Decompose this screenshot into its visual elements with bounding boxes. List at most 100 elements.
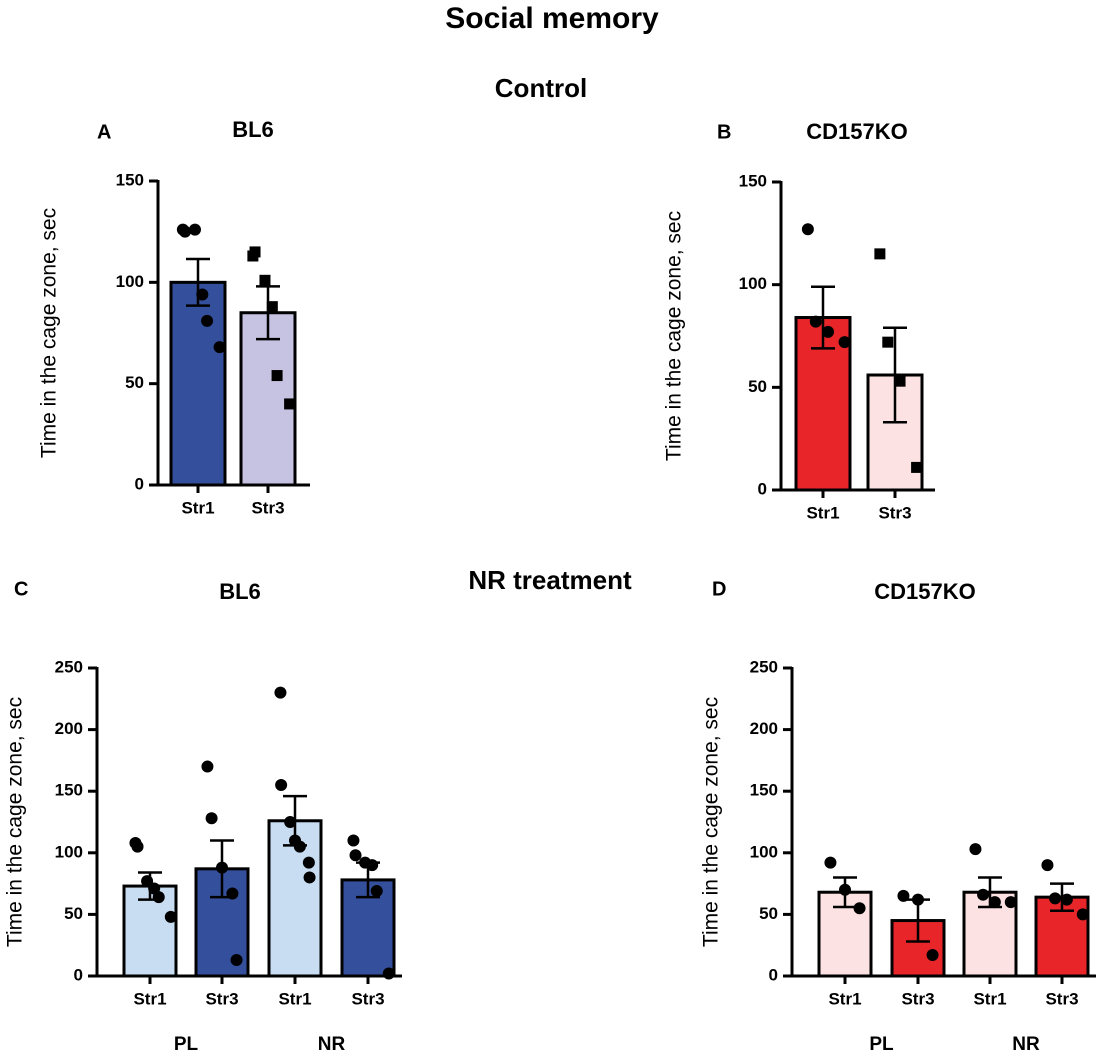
chart-title: BL6 (219, 579, 261, 604)
data-point (370, 884, 383, 897)
x-tick-label: Str3 (205, 989, 238, 1008)
data-point (1049, 892, 1062, 905)
data-point (1041, 859, 1054, 872)
data-point (897, 889, 910, 902)
y-axis-label: Time in the cage zone, sec (4, 697, 27, 947)
y-tick-label: 0 (758, 479, 767, 498)
data-point (293, 840, 306, 853)
panel-label: C (14, 578, 28, 600)
y-tick-label: 50 (759, 904, 778, 923)
data-point (249, 246, 261, 258)
error-bar (256, 285, 280, 341)
group-label: NR (1012, 1034, 1040, 1055)
x-tick-label: Str1 (181, 498, 214, 517)
data-point (911, 461, 923, 473)
data-point (969, 843, 982, 856)
data-point (213, 341, 226, 354)
x-tick-label: Str1 (133, 989, 166, 1008)
x-tick-label: Str3 (351, 989, 384, 1008)
y-tick-label: 200 (750, 719, 778, 738)
y-tick-label: 100 (116, 272, 144, 291)
y-tick-label: 0 (769, 965, 778, 984)
data-point (1060, 893, 1073, 906)
data-point (179, 225, 192, 238)
y-axis-label: Time in the cage zone, sec (663, 211, 686, 461)
y-tick-label: 150 (116, 170, 144, 189)
y-tick-label: 250 (750, 657, 778, 676)
section-title: NR treatment (468, 565, 632, 595)
chart-title: CD157KO (806, 119, 907, 144)
data-point (302, 856, 315, 869)
y-axis-label: Time in the cage zone, sec (38, 208, 61, 458)
panel-label: D (712, 578, 726, 600)
data-point (809, 315, 822, 328)
data-point (824, 856, 837, 869)
data-point (216, 861, 228, 874)
x-tick-label: Str3 (251, 498, 284, 517)
data-point (977, 888, 990, 901)
x-tick-label: Str3 (1045, 989, 1078, 1008)
bar (169, 280, 227, 487)
data-point (303, 871, 316, 884)
group-label: PL (174, 1034, 199, 1055)
data-point (366, 859, 379, 872)
chart-title: BL6 (232, 117, 274, 142)
panel-label: B (717, 121, 731, 143)
y-axis-label: Time in the cage zone, sec (700, 697, 723, 947)
data-point (188, 223, 201, 236)
chart-title: CD157KO (874, 579, 975, 604)
y-tick-label: 100 (55, 842, 83, 861)
data-point (1004, 896, 1017, 909)
data-point (838, 336, 851, 349)
group-label: PL (869, 1034, 894, 1055)
panel-label: A (97, 121, 111, 143)
x-tick-label: Str3 (878, 503, 911, 522)
y-tick-label: 150 (750, 781, 778, 800)
data-point (853, 902, 866, 915)
data-point (275, 779, 288, 792)
y-tick-label: 150 (739, 171, 767, 190)
data-point (226, 887, 239, 900)
y-tick-label: 200 (55, 719, 83, 738)
error-bar (811, 285, 835, 350)
x-tick-label: Str1 (973, 989, 1006, 1008)
section-title: Control (495, 73, 587, 103)
y-tick-label: 50 (64, 904, 83, 923)
data-point (164, 910, 177, 923)
x-tick-label: Str3 (901, 989, 934, 1008)
x-tick-label: Str1 (828, 989, 861, 1008)
data-point (382, 967, 395, 980)
data-point (894, 375, 906, 387)
data-point (259, 274, 271, 286)
data-point (131, 840, 144, 853)
y-tick-label: 150 (55, 781, 83, 800)
bar (122, 884, 178, 978)
figure-title: Social memory (445, 2, 659, 35)
data-point (839, 883, 851, 896)
data-point (1076, 908, 1089, 921)
data-point (347, 834, 360, 847)
data-point (274, 686, 287, 699)
data-point (152, 891, 165, 904)
data-point (912, 893, 924, 906)
group-label: NR (318, 1034, 346, 1055)
data-point (196, 288, 209, 301)
data-point (230, 953, 243, 966)
data-point (201, 314, 214, 327)
data-point (926, 949, 939, 962)
data-point (205, 812, 218, 825)
data-point (284, 398, 296, 410)
y-tick-label: 0 (74, 965, 83, 984)
data-point (988, 896, 1001, 909)
y-tick-label: 100 (739, 274, 767, 293)
data-point (349, 849, 362, 862)
y-tick-label: 250 (55, 657, 83, 676)
x-tick-label: Str1 (806, 503, 839, 522)
data-point (874, 248, 886, 260)
bar (890, 919, 946, 978)
error-bar (883, 326, 907, 424)
y-tick-label: 100 (750, 842, 778, 861)
data-point (882, 336, 894, 348)
data-point (271, 370, 283, 382)
